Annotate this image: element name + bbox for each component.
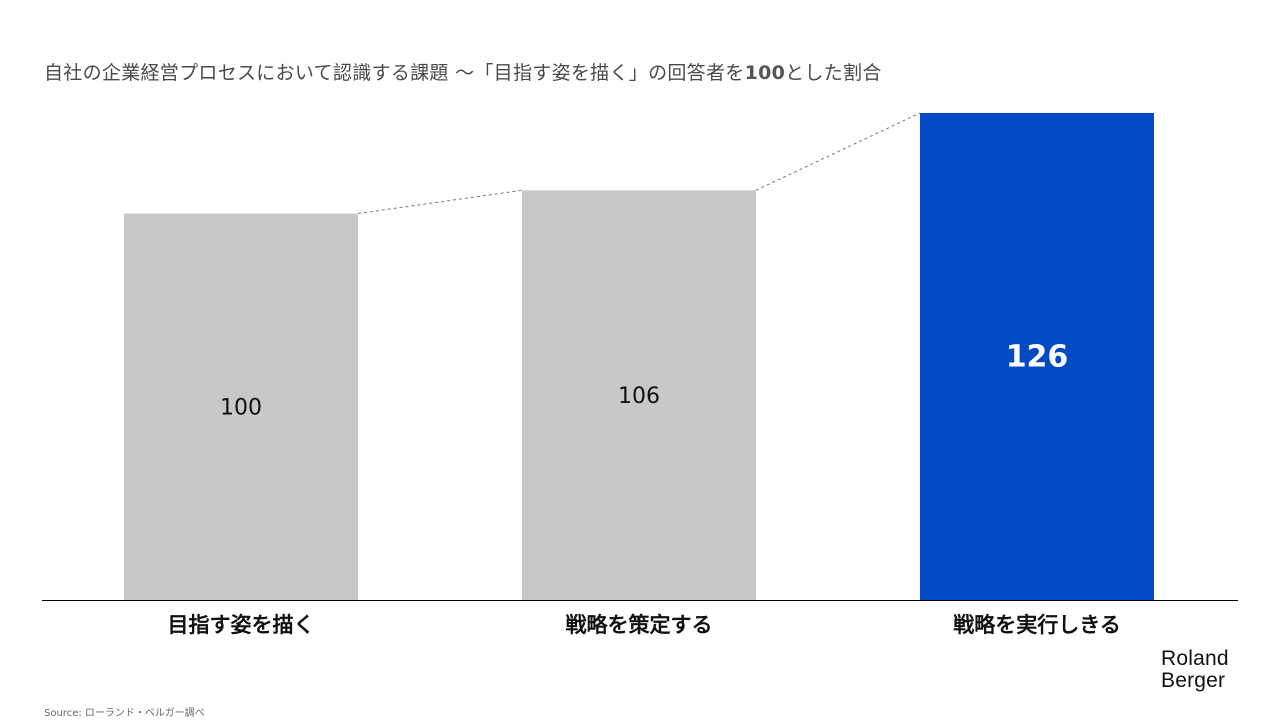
- category-label-1: 目指す姿を描く: [168, 613, 315, 637]
- chart-title-main: 自社の企業経営プロセスにおいて認識する課題 ～「目指す姿を描く」の回答者を: [44, 62, 745, 84]
- bar-2: [522, 190, 756, 601]
- category-label-3: 戦略を実行しきる: [953, 613, 1121, 637]
- chart-title-bold: 100: [744, 62, 786, 84]
- connector-line-1: [357, 189, 523, 214]
- chart-title: 自社の企業経営プロセスにおいて認識する課題 ～「目指す姿を描く」の回答者を100…: [44, 58, 882, 85]
- chart-title-tail: とした割合: [785, 62, 882, 84]
- logo-line-1: Roland: [1161, 647, 1229, 670]
- connector-line-2: [755, 112, 921, 191]
- logo-line-2: Berger: [1161, 669, 1226, 692]
- value-label-2: 106: [618, 384, 660, 409]
- bar-1: [124, 213, 358, 600]
- category-label-2: 戦略を策定する: [566, 613, 713, 637]
- bar-3: [920, 113, 1154, 600]
- value-label-3: 126: [1006, 340, 1069, 375]
- roland-berger-logo: Roland Berger: [1161, 648, 1229, 692]
- source-note: Source: ローランド・ベルガー調べ: [44, 708, 205, 719]
- value-label-1: 100: [220, 396, 262, 421]
